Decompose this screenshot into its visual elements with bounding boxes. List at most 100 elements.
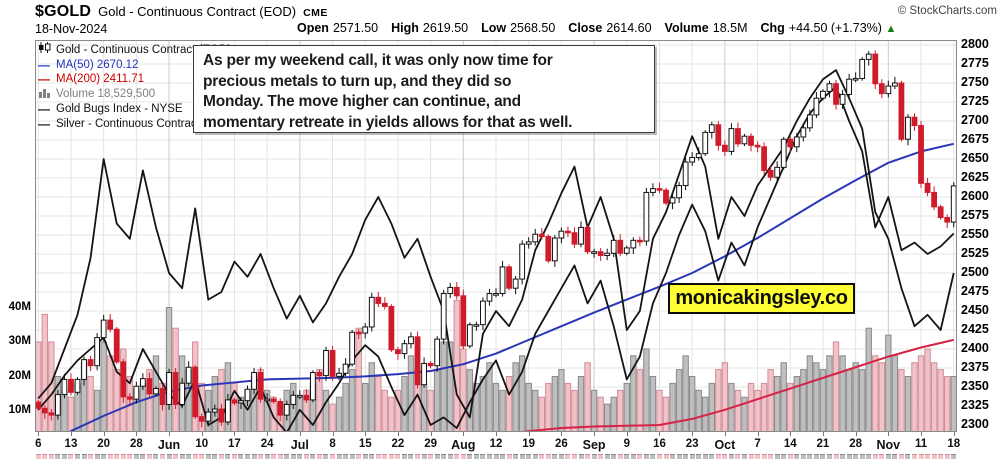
volume-bar xyxy=(734,389,742,432)
cutoff-bar xyxy=(513,454,519,459)
plot-border xyxy=(35,40,957,432)
date-axis-label: 9 xyxy=(623,438,630,450)
volume-bar xyxy=(924,348,931,432)
volume-bar xyxy=(623,382,630,432)
cutoff-bar xyxy=(676,454,682,459)
candle-body xyxy=(283,403,290,416)
volume-bar xyxy=(950,376,957,432)
cutoff-bar xyxy=(755,454,761,459)
volume-bar xyxy=(407,355,415,432)
volume-bar xyxy=(800,369,807,432)
candle-body xyxy=(891,82,898,87)
silver-line xyxy=(37,69,955,419)
silver-line-icon: — xyxy=(38,116,50,131)
candle-body xyxy=(486,293,493,302)
candle-body xyxy=(774,166,781,178)
legend-ma50[interactable]: — MA(50) 2670.12 xyxy=(38,57,139,72)
candle-body xyxy=(767,169,774,178)
candle-body xyxy=(839,93,846,105)
volume-bar xyxy=(571,389,578,432)
volume-bar xyxy=(780,362,787,432)
candle-body xyxy=(368,296,375,328)
candle-body xyxy=(231,399,238,404)
cutoff-bar xyxy=(173,454,179,459)
candle-body xyxy=(878,83,885,95)
quote-high: High 2619.50 xyxy=(391,21,469,35)
volume-bar xyxy=(146,369,153,432)
candle-body xyxy=(126,396,133,400)
volume-bar xyxy=(898,369,905,432)
volume-bar xyxy=(479,376,487,432)
volume-bar xyxy=(106,355,114,432)
volume-bar xyxy=(675,369,683,432)
volume-bar xyxy=(610,396,617,432)
legend-gold-bugs[interactable]: — Gold Bugs Index - NYSE xyxy=(38,102,183,117)
cutoff-bar xyxy=(539,454,545,459)
volume-bar xyxy=(577,376,585,432)
legend-ma200[interactable]: — MA(200) 2411.71 xyxy=(38,72,145,87)
cutoff-bar xyxy=(343,454,349,459)
candle-body xyxy=(846,78,853,95)
volume-bar xyxy=(917,355,925,432)
date-axis-label: 14 xyxy=(783,438,797,450)
cutoff-bar xyxy=(552,454,558,459)
candle-body xyxy=(48,412,55,416)
cutoff-bar xyxy=(670,454,676,459)
candle-body xyxy=(35,401,42,409)
price-axis-label: 2450 xyxy=(961,303,989,317)
candle-body xyxy=(656,188,663,191)
axis-tick xyxy=(103,432,105,436)
cutoff-bar xyxy=(408,454,414,459)
candle-body xyxy=(316,372,323,377)
cutoff-bar xyxy=(689,454,695,459)
cutoff-bar xyxy=(918,454,924,459)
candle-body xyxy=(473,324,480,327)
cutoff-bar xyxy=(833,454,839,459)
volume-bar xyxy=(492,382,500,432)
cutoff-bar xyxy=(650,454,656,459)
candle-body xyxy=(421,362,427,386)
annotation-box[interactable]: As per my weekend call, it was only now … xyxy=(193,45,655,133)
candle-body xyxy=(715,124,722,146)
candle-body xyxy=(81,359,87,380)
cutoff-bar xyxy=(238,454,244,459)
legend-silver[interactable]: — Silver - Continuous Contract xyxy=(38,116,200,131)
axis-tick xyxy=(822,432,824,436)
volume-bar xyxy=(532,389,539,432)
candle-body xyxy=(728,128,735,152)
volume-bar xyxy=(760,382,768,432)
volume-bar xyxy=(355,327,362,432)
cutoff-bar xyxy=(938,454,944,459)
legend-price-series[interactable]: Gold - Continuous Contract (EOD) xyxy=(38,42,231,58)
cutoff-bar xyxy=(735,454,741,459)
cutoff-bar xyxy=(611,454,617,459)
candle-body xyxy=(918,125,924,184)
cutoff-bar xyxy=(885,454,891,459)
axis-tick xyxy=(365,432,367,436)
cutoff-bar xyxy=(441,454,447,459)
candle-body xyxy=(460,295,467,347)
cutoff-bar xyxy=(741,454,747,459)
price-axis-label: 2300 xyxy=(961,417,989,431)
candle-body xyxy=(630,239,637,249)
candle-body xyxy=(264,398,271,402)
cutoff-bar xyxy=(297,454,303,459)
quote-low: Low 2568.50 xyxy=(481,21,556,35)
candle-body xyxy=(852,77,859,81)
cutoff-bar xyxy=(186,454,192,459)
candle-body xyxy=(761,146,767,171)
candle-body xyxy=(931,191,938,208)
candle-body xyxy=(225,399,231,423)
cutoff-bar xyxy=(42,454,48,459)
volume-bar xyxy=(505,376,513,432)
candle-body xyxy=(205,411,212,422)
volume-bar xyxy=(87,376,94,432)
legend-volume[interactable]: Volume 18,529,500 xyxy=(38,87,231,103)
candle-body xyxy=(427,362,434,367)
volume-bar xyxy=(741,396,748,432)
volume-bar xyxy=(603,403,611,432)
watermark-badge: monicakingsley.co xyxy=(668,283,855,314)
volume-bar xyxy=(368,362,375,432)
candle-body xyxy=(153,388,159,395)
volume-bar xyxy=(904,376,912,432)
